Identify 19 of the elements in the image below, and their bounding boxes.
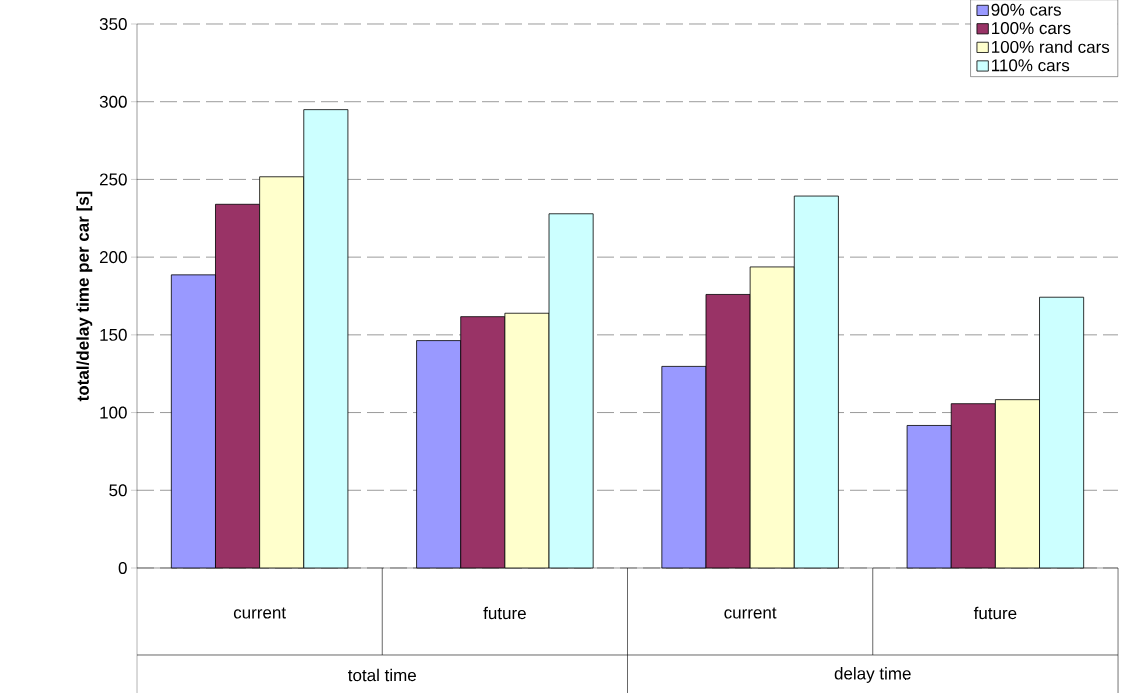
legend-label: 90% cars [991,3,1061,16]
y-tick-label: 250 [99,173,127,186]
legend-label: 100% rand cars [992,40,1110,53]
y-tick-label: 300 [99,95,127,108]
legend-label: 100% cars [992,22,1071,35]
text: total time [348,668,416,682]
x-tick-label: current [233,607,286,619]
y-tick-label: 150 [100,328,127,341]
x-tick-label: future [973,606,1017,620]
legend-label: 110% cars [992,59,1070,72]
x-tick-label: future [483,606,526,620]
y-tick-label: 200 [99,251,127,264]
y-tick-label: 350 [99,17,127,31]
y-tick-label: 50 [109,484,127,497]
y-tick-label: 0 [118,561,127,575]
y-tick-label: 100 [100,406,127,419]
text: delay time [834,667,911,683]
x-tick-label: current [724,607,777,619]
y-axis-title: total/delay time per car [s] [76,191,93,402]
